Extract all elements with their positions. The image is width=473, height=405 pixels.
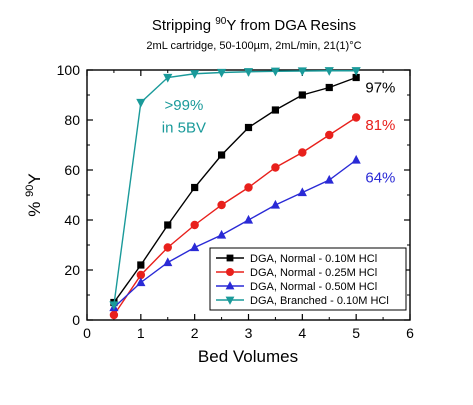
data-point [217, 151, 226, 159]
legend-entry: DGA, Normal - 0.50M HCl [216, 281, 377, 293]
annotation-layer: >99% in 5BV 97% 81% 64% [162, 80, 396, 187]
x-tick-label: 3 [245, 325, 253, 341]
data-point [191, 183, 199, 192]
data-point [136, 98, 146, 108]
series-4 [109, 67, 361, 311]
data-point [270, 199, 281, 209]
annotation-label: 97% [365, 80, 395, 97]
data-point [351, 154, 361, 164]
chart-subtitle: 2mL cartridge, 50-100µm, 2mL/min, 21(1)°… [146, 40, 361, 52]
data-point [136, 277, 146, 287]
series-line [113, 116, 357, 316]
series-1 [110, 73, 360, 307]
annotation-label: 64% [365, 170, 395, 187]
series-line [113, 70, 357, 306]
series-layer [109, 67, 361, 320]
data-point [137, 261, 145, 269]
annotation-label: >99% [165, 97, 204, 114]
annotation-label: 81% [365, 117, 395, 134]
data-point [298, 91, 306, 99]
legend-marker [226, 268, 234, 276]
legend-label: DGA, Branched - 0.10M HCl [250, 295, 389, 307]
annotation-label: in 5BV [162, 120, 206, 137]
data-point [244, 123, 253, 132]
legend-entry: DGA, Normal - 0.10M HCl [216, 253, 377, 265]
data-point [325, 83, 333, 92]
legend-entry: DGA, Branched - 0.10M HCl [216, 295, 389, 307]
legend-marker [225, 281, 235, 290]
data-point [325, 130, 334, 140]
data-point [351, 67, 361, 76]
y-tick-label: 20 [64, 262, 80, 278]
x-tick-label: 0 [83, 325, 91, 341]
data-point [297, 187, 307, 197]
x-axis-label: Bed Volumes [198, 347, 298, 366]
legend-marker [225, 296, 235, 305]
data-point [109, 301, 119, 311]
data-point [271, 163, 280, 172]
data-point [164, 221, 172, 229]
legend-entry: DGA, Normal - 0.25M HCl [216, 267, 377, 279]
x-tick-label: 5 [352, 325, 360, 341]
x-tick-label: 4 [298, 325, 306, 341]
legend: DGA, Normal - 0.10M HCl DGA, Normal - 0.2… [209, 247, 407, 311]
y-tick-label: 80 [64, 112, 80, 128]
data-point [352, 73, 360, 82]
data-point [163, 73, 173, 83]
data-point [163, 257, 173, 267]
data-point [190, 242, 200, 252]
data-point [243, 214, 254, 224]
data-point [190, 220, 199, 230]
data-point [324, 67, 334, 76]
data-point [217, 200, 226, 210]
x-tick-label: 1 [137, 325, 145, 341]
data-point [244, 183, 253, 192]
x-tick-label: 2 [191, 325, 199, 341]
data-point [216, 68, 227, 78]
data-point [297, 67, 307, 77]
data-point [216, 229, 227, 239]
legend-label: DGA, Normal - 0.50M HCl [250, 281, 377, 293]
legend-label: DGA, Normal - 0.10M HCl [250, 253, 377, 265]
legend-marker [226, 254, 234, 262]
data-point [298, 148, 307, 157]
series-line [113, 76, 357, 303]
data-point [351, 113, 361, 122]
data-point [109, 310, 119, 320]
data-point [136, 270, 146, 280]
chart-title: Stripping 90Y from DGA Resins [152, 16, 356, 34]
y-tick-label: 60 [64, 162, 80, 178]
data-point [163, 243, 172, 252]
y-tick-label: 0 [72, 312, 80, 328]
series-line [113, 159, 357, 309]
data-point [271, 106, 280, 114]
data-point [270, 67, 281, 77]
data-point [190, 70, 200, 79]
data-point [243, 68, 254, 77]
y-tick-label: 100 [57, 62, 81, 78]
y-tick-label: 40 [64, 212, 80, 228]
series-2 [109, 113, 361, 320]
legend-label: DGA, Normal - 0.25M HCl [250, 267, 377, 279]
y-axis-label: % 90Y [24, 173, 44, 216]
x-tick-label: 6 [406, 325, 414, 341]
data-point [324, 174, 334, 184]
